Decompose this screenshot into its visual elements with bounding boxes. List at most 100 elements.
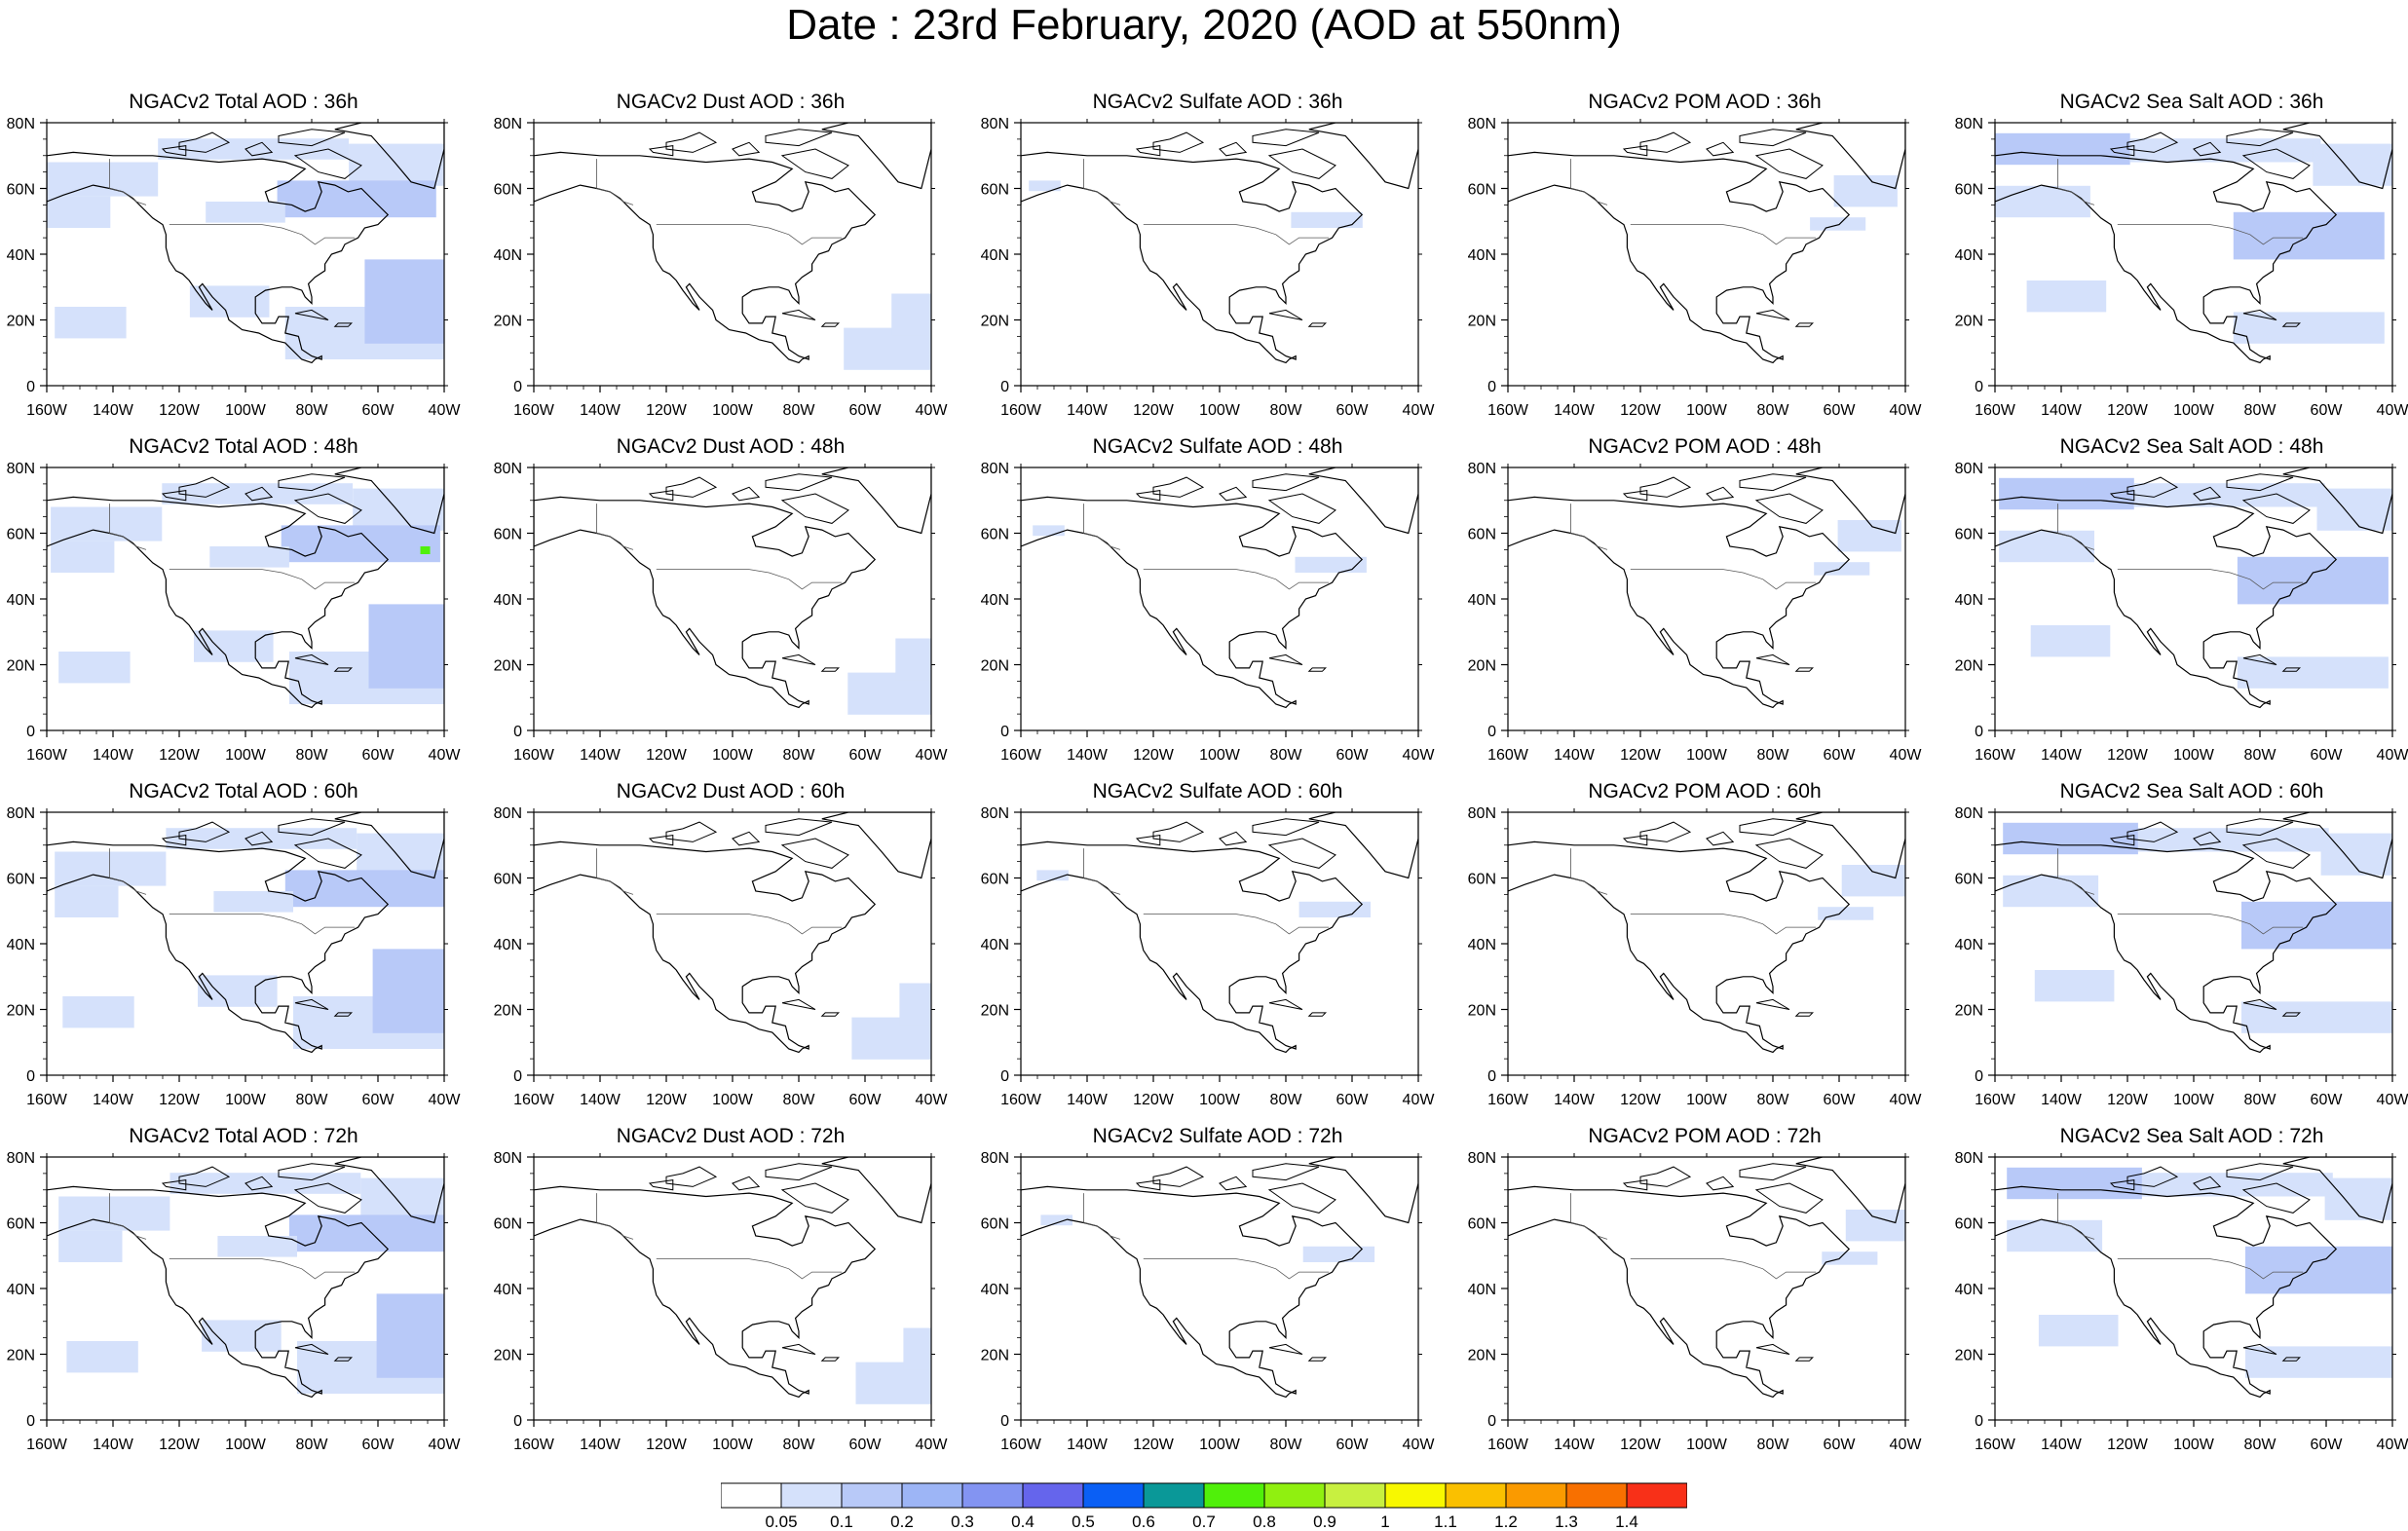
- lat-tick-label: 20N: [981, 314, 1009, 330]
- coastline: [534, 1185, 877, 1399]
- lon-tick-label: 80W: [296, 1092, 329, 1108]
- map-plot: 160W 140W 120W 100W 80W 60W 40W 0 20N 40N 60N 80N: [1955, 1151, 2408, 1453]
- lat-tick-label: 20N: [1955, 658, 1983, 675]
- border-line: [1570, 504, 1608, 550]
- island-coastline: [294, 998, 329, 1010]
- aod-shading: [357, 833, 444, 876]
- lon-tick-label: 40W: [1890, 1437, 1923, 1453]
- colorbar-label: 0.2: [890, 1512, 914, 1529]
- lon-tick-label: 40W: [1890, 1092, 1923, 1108]
- aod-shading: [2129, 138, 2321, 163]
- lat-tick-label: 0: [1975, 724, 1983, 740]
- lon-tick-label: 100W: [2173, 402, 2215, 419]
- panel-title: NGACv2 POM AOD : 72h: [1588, 1125, 1822, 1147]
- lon-tick-label: 160W: [26, 402, 68, 419]
- island-coastline: [2242, 998, 2277, 1010]
- colorbar-swatch: [1324, 1482, 1386, 1509]
- aod-shading: [284, 870, 444, 908]
- island-coastline: [161, 1179, 187, 1191]
- lon-tick-label: 120W: [159, 1437, 201, 1453]
- island-coastline: [1252, 818, 1320, 837]
- island-coastline: [1307, 322, 1328, 327]
- lon-tick-label: 40W: [1403, 747, 1436, 764]
- island-coastline: [1639, 821, 1692, 842]
- lon-tick-label: 80W: [783, 1437, 816, 1453]
- island-coastline: [1794, 1012, 1815, 1017]
- island-coastline: [1739, 818, 1807, 837]
- island-coastline: [1706, 141, 1735, 157]
- coastline: [47, 840, 390, 1054]
- greenland-coastline: [2282, 467, 2392, 535]
- lat-tick-label: 60N: [494, 1216, 522, 1233]
- lat-tick-label: 80N: [981, 462, 1009, 477]
- map-panel: NGACv2 Sea Salt AOD : 60h 160W 140W 120W 100…: [1948, 779, 2408, 1124]
- island-coastline: [245, 1176, 274, 1191]
- lon-tick-label: 60W: [849, 402, 883, 419]
- map-plot: 160W 140W 120W 100W 80W 60W 40W 0 20N 40N 60N 80N: [981, 1151, 1436, 1453]
- island-coastline: [1622, 490, 1648, 502]
- island-coastline: [2242, 653, 2277, 665]
- island-coastline: [2226, 129, 2294, 147]
- lat-tick-label: 0: [1487, 724, 1496, 740]
- greenland-coastline: [1795, 1157, 1905, 1224]
- island-coastline: [765, 818, 833, 837]
- border-line: [2117, 569, 2304, 590]
- lat-tick-label: 0: [26, 1068, 35, 1085]
- lon-tick-label: 60W: [1824, 747, 1857, 764]
- island-coastline: [1622, 835, 1648, 846]
- lon-tick-label: 80W: [2244, 747, 2277, 764]
- aod-shading: [2241, 901, 2392, 950]
- island-coastline: [1754, 838, 1824, 869]
- lat-tick-label: 40N: [494, 1282, 522, 1298]
- lat-tick-label: 0: [26, 724, 35, 740]
- border-line: [2057, 504, 2095, 550]
- lon-tick-label: 60W: [849, 747, 883, 764]
- lon-tick-label: 140W: [580, 1437, 621, 1453]
- lat-tick-label: 40N: [1468, 247, 1496, 264]
- greenland-coastline: [1308, 467, 1418, 535]
- island-coastline: [2193, 1176, 2222, 1191]
- island-coastline: [2193, 831, 2222, 846]
- aod-shading: [47, 162, 159, 197]
- lat-tick-label: 20N: [494, 658, 522, 675]
- lat-tick-label: 40N: [1955, 592, 1983, 609]
- island-coastline: [1152, 1166, 1205, 1187]
- lat-tick-label: 80N: [1468, 117, 1496, 132]
- border-line: [1083, 1193, 1121, 1240]
- aod-shading: [1298, 901, 1371, 917]
- lat-tick-label: 0: [1000, 1068, 1009, 1085]
- island-coastline: [2281, 667, 2302, 672]
- colorbar-swatch: [1384, 1482, 1447, 1509]
- lon-tick-label: 120W: [1133, 402, 1175, 419]
- lon-tick-label: 140W: [93, 1437, 134, 1453]
- border-line: [1630, 569, 1817, 590]
- aod-shading: [194, 630, 274, 662]
- lon-tick-label: 120W: [2107, 747, 2149, 764]
- lon-tick-label: 60W: [2311, 1437, 2344, 1453]
- greenland-coastline: [334, 123, 444, 190]
- lat-tick-label: 60N: [7, 527, 35, 543]
- island-coastline: [780, 493, 849, 524]
- lon-tick-label: 160W: [26, 1437, 68, 1453]
- island-coastline: [648, 1179, 674, 1191]
- lat-tick-label: 20N: [1955, 1003, 1983, 1020]
- island-coastline: [2242, 1343, 2277, 1355]
- colorbar-label: 0.6: [1132, 1512, 1155, 1529]
- aod-shading: [62, 996, 134, 1028]
- lat-tick-label: 0: [1487, 1068, 1496, 1085]
- lon-tick-label: 140W: [93, 402, 134, 419]
- lat-tick-label: 60N: [981, 1216, 1009, 1233]
- lon-tick-label: 120W: [2107, 1437, 2149, 1453]
- map-plot: 160W 140W 120W 100W 80W 60W 40W 0 20N 40N 60N 80N: [494, 806, 949, 1108]
- greenland-coastline: [821, 467, 931, 535]
- island-coastline: [245, 831, 274, 846]
- map-panel: NGACv2 Total AOD : 48h 160W 140W 120W 100W 80…: [0, 434, 487, 779]
- panel-title: NGACv2 Dust AOD : 60h: [616, 780, 846, 803]
- lon-tick-label: 40W: [429, 747, 462, 764]
- lat-tick-label: 20N: [494, 1348, 522, 1364]
- lon-tick-label: 40W: [916, 747, 949, 764]
- island-coastline: [1739, 129, 1807, 147]
- lat-tick-label: 80N: [981, 117, 1009, 132]
- panel-title: NGACv2 Sea Salt AOD : 48h: [2059, 435, 2324, 458]
- map-panel: NGACv2 Sea Salt AOD : 36h 160W 140W 120W 100…: [1948, 90, 2408, 434]
